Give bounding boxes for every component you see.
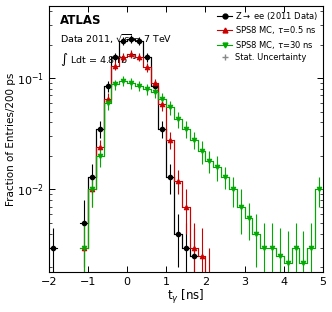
- Legend: Z$\rightarrow$ ee (2011 Data), SPS8 MC, $\tau$=0.5 ns, SPS8 MC, $\tau$=30 ns, St: Z$\rightarrow$ ee (2011 Data), SPS8 MC, …: [215, 8, 320, 64]
- Text: Data 2011, $\sqrt{s}$ = 7 TeV: Data 2011, $\sqrt{s}$ = 7 TeV: [60, 32, 172, 46]
- Y-axis label: Fraction of Entries/200 ps: Fraction of Entries/200 ps: [6, 72, 16, 206]
- X-axis label: t$_{\gamma}$ [ns]: t$_{\gamma}$ [ns]: [167, 289, 205, 306]
- Text: $\int$ Ldt = 4.8 fb$^{-1}$: $\int$ Ldt = 4.8 fb$^{-1}$: [60, 51, 137, 68]
- Text: ATLAS: ATLAS: [60, 13, 101, 27]
